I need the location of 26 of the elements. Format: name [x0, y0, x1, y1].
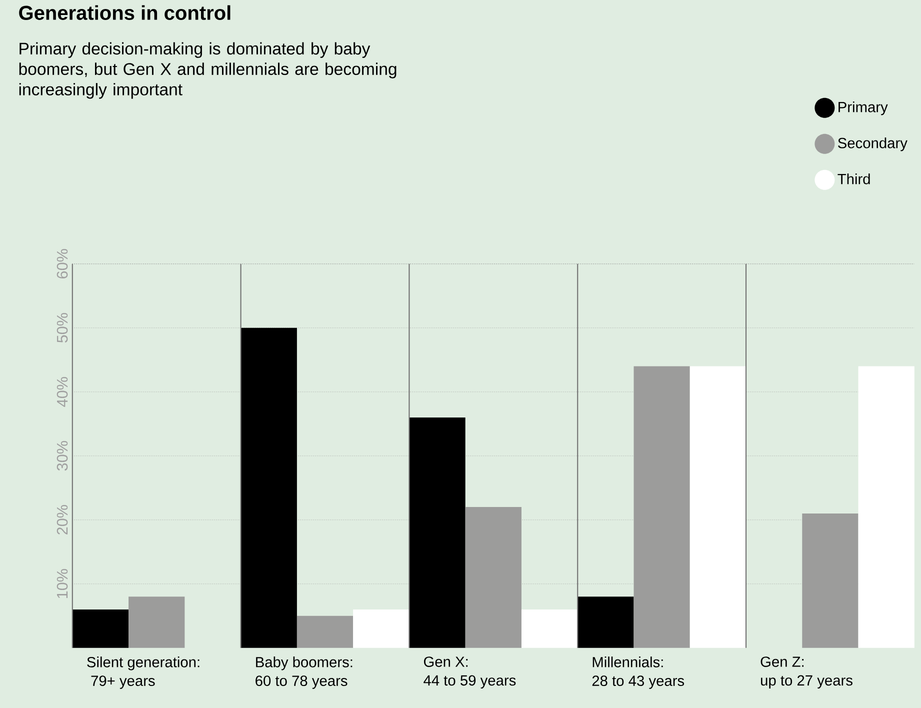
x-tick-label: Gen Z: up to 27 years: [760, 656, 852, 688]
bar: [409, 417, 466, 648]
legend-label: Primary: [838, 102, 888, 116]
y-tick-label: 20%: [56, 505, 68, 534]
legend-label: Secondary: [838, 138, 908, 152]
bar: [296, 616, 354, 648]
x-tick-label: Silent generation: 79+ years: [87, 656, 200, 689]
x-tick-label: Millennials: 28 to 43 years: [592, 656, 684, 689]
bar: [858, 366, 914, 648]
bar: [578, 596, 634, 648]
x-tick-label: Baby boomers: 60 to 78 years: [256, 656, 352, 689]
bar: [240, 328, 297, 648]
y-tick-label: 60%: [56, 249, 68, 278]
y-tick-label: 40%: [56, 377, 68, 407]
bar: [72, 609, 129, 648]
y-tick-label: 10%: [56, 569, 68, 598]
bar: [521, 609, 578, 648]
y-tick-label: 30%: [56, 441, 68, 471]
chart-subtitle: Primary decision-making is dominated by baby boomers, but Gen X and millennials are becoming increasingly important: [19, 42, 396, 99]
bar: [353, 609, 410, 648]
x-tick-label: Gen X: 44 to 59 years: [424, 656, 516, 688]
legend-label: Third: [838, 174, 870, 184]
chart-title: Generations in control: [19, 5, 230, 20]
bar: [690, 366, 746, 648]
bar: [128, 596, 185, 648]
y-tick-label: 50%: [56, 313, 68, 343]
